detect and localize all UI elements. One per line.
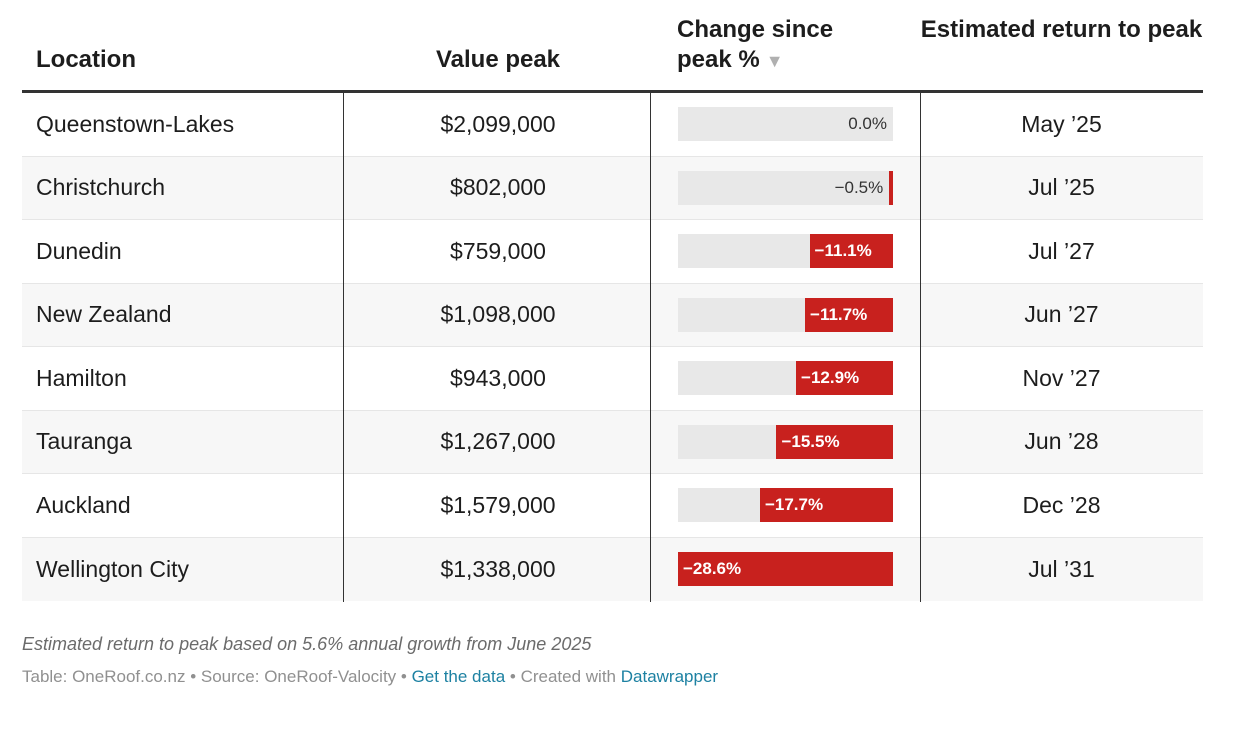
- change-bar: [796, 361, 893, 396]
- change-cell: −11.1%: [678, 220, 893, 283]
- table-row: Queenstown-Lakes $2,099,000 0.0% May ’25: [22, 93, 1203, 157]
- value-peak-cell: $802,000: [450, 174, 546, 201]
- change-cell: 0.0%: [678, 93, 893, 156]
- table-body: Queenstown-Lakes $2,099,000 0.0% May ’25 Chr…: [22, 93, 1203, 601]
- change-bar: [759, 488, 893, 523]
- column-divider: [343, 93, 344, 602]
- get-the-data-link[interactable]: Get the data: [411, 667, 506, 686]
- table-header: Location Value peak Change since peak % ▼ …: [22, 0, 1203, 93]
- value-peak-cell: $1,098,000: [440, 301, 556, 328]
- change-bar: [809, 234, 893, 269]
- column-divider: [920, 93, 921, 602]
- return-date-cell: Jun ’28: [1024, 428, 1099, 455]
- change-label: 0.0%: [848, 114, 887, 134]
- return-date-cell: Jun ’27: [1024, 301, 1099, 328]
- change-cell: −12.9%: [678, 347, 893, 410]
- header-value-peak[interactable]: Value peak: [435, 46, 561, 73]
- location-cell: Auckland: [36, 491, 131, 518]
- change-cell: −11.7%: [678, 284, 893, 347]
- return-date-cell: Dec ’28: [1022, 491, 1101, 518]
- value-peak-cell: $2,099,000: [440, 110, 556, 137]
- header-change[interactable]: Change since peak % ▼: [677, 15, 917, 76]
- value-peak-cell: $1,338,000: [440, 555, 556, 582]
- separator: •: [396, 667, 412, 686]
- change-bar: [678, 552, 893, 587]
- header-location[interactable]: Location: [36, 46, 136, 73]
- sort-triangle-down-icon: ▼: [765, 51, 784, 71]
- data-table: Location Value peak Change since peak % ▼ …: [22, 0, 1203, 601]
- value-peak-cell: $759,000: [450, 237, 546, 264]
- table-credit: Table: OneRoof.co.nz: [22, 667, 186, 686]
- source-credit: Source: OneRoof-Valocity: [200, 667, 397, 686]
- table-row: Dunedin $759,000 −11.1% Jul ’27: [22, 220, 1203, 284]
- return-date-cell: Jul ’31: [1028, 555, 1095, 582]
- datawrapper-link[interactable]: Datawrapper: [620, 667, 719, 686]
- bar-track: −17.7%: [678, 488, 893, 523]
- table-row: Auckland $1,579,000 −17.7% Dec ’28: [22, 474, 1203, 538]
- header-return[interactable]: Estimated return to peak: [920, 16, 1203, 43]
- location-cell: Queenstown-Lakes: [36, 110, 235, 137]
- column-divider: [650, 93, 651, 602]
- change-cell: −28.6%: [678, 538, 893, 602]
- bar-track: −15.5%: [678, 424, 893, 459]
- return-date-cell: Jul ’25: [1028, 174, 1095, 201]
- change-label: −15.5%: [781, 431, 840, 451]
- bar-track: −0.5%: [678, 170, 893, 205]
- change-bar: [776, 424, 893, 459]
- change-label: −11.1%: [814, 241, 872, 261]
- separator: •: [505, 667, 521, 686]
- table-row: Wellington City $1,338,000 −28.6% Jul ’31: [22, 537, 1203, 602]
- return-date-cell: Jul ’27: [1028, 237, 1095, 264]
- return-date-cell: May ’25: [1021, 110, 1102, 137]
- bar-track: −11.1%: [678, 234, 893, 269]
- location-cell: Christchurch: [36, 174, 166, 201]
- location-cell: Dunedin: [36, 237, 122, 264]
- created-with-text: Created with: [520, 667, 621, 686]
- location-cell: Tauranga: [36, 428, 132, 455]
- bar-track: −12.9%: [678, 361, 893, 396]
- location-cell: New Zealand: [36, 301, 172, 328]
- table-notes: Estimated return to peak based on 5.6% a…: [22, 634, 592, 654]
- location-cell: Hamilton: [36, 364, 127, 391]
- table-row: New Zealand $1,098,000 −11.7% Jun ’27: [22, 283, 1203, 347]
- change-label: −17.7%: [764, 495, 824, 515]
- change-label: −11.7%: [810, 304, 868, 324]
- table-row: Hamilton $943,000 −12.9% Nov ’27: [22, 347, 1203, 411]
- bar-track: 0.0%: [678, 107, 893, 142]
- change-label: −0.5%: [834, 177, 884, 197]
- value-peak-cell: $943,000: [450, 364, 546, 391]
- bar-track: −28.6%: [678, 552, 893, 587]
- change-cell: −17.7%: [678, 474, 893, 537]
- location-cell: Wellington City: [36, 555, 189, 582]
- bar-track: −11.7%: [678, 297, 893, 332]
- table-footer: Table: OneRoof.co.nz • Source: OneRoof-V…: [22, 667, 718, 687]
- separator: •: [185, 667, 201, 686]
- change-cell: −0.5%: [678, 157, 893, 220]
- value-peak-cell: $1,579,000: [440, 491, 556, 518]
- return-date-cell: Nov ’27: [1022, 364, 1101, 391]
- value-peak-cell: $1,267,000: [440, 428, 556, 455]
- change-label: −28.6%: [683, 559, 742, 579]
- change-label: −12.9%: [801, 368, 860, 388]
- change-bar: [889, 170, 893, 205]
- table-row: Tauranga $1,267,000 −15.5% Jun ’28: [22, 410, 1203, 474]
- table-row: Christchurch $802,000 −0.5% Jul ’25: [22, 156, 1203, 220]
- change-cell: −15.5%: [678, 411, 893, 474]
- header-change-label: Change since peak %: [677, 16, 834, 73]
- change-bar: [805, 297, 893, 332]
